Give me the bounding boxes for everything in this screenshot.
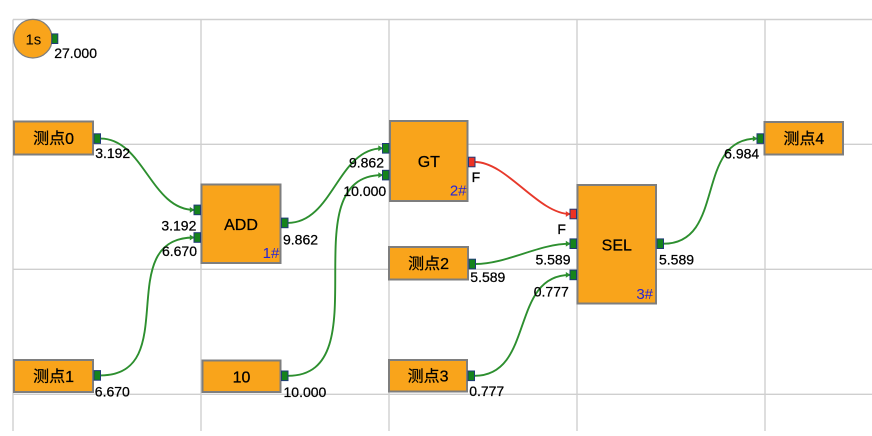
svg-text:SEL: SEL — [602, 237, 632, 254]
svg-text:6.670: 6.670 — [95, 383, 130, 399]
svg-text:5.589: 5.589 — [659, 251, 694, 267]
svg-text:6.670: 6.670 — [162, 243, 197, 259]
svg-text:6.984: 6.984 — [724, 146, 759, 162]
svg-text:0.777: 0.777 — [534, 283, 569, 299]
svg-text:9.862: 9.862 — [283, 232, 318, 248]
svg-text:GT: GT — [418, 154, 440, 171]
svg-text:1#: 1# — [263, 245, 280, 262]
svg-text:3: 3 — [440, 369, 449, 386]
svg-text:10: 10 — [233, 369, 251, 386]
svg-text:2: 2 — [440, 256, 449, 273]
svg-text:9.862: 9.862 — [349, 155, 384, 171]
svg-text:0.777: 0.777 — [469, 383, 504, 399]
svg-text:F: F — [557, 221, 566, 237]
svg-text:3.192: 3.192 — [95, 145, 130, 161]
svg-text:10.000: 10.000 — [284, 384, 327, 400]
svg-text:F: F — [472, 169, 481, 185]
svg-text:3.192: 3.192 — [161, 218, 196, 234]
svg-text:5.589: 5.589 — [470, 269, 505, 285]
svg-text:4: 4 — [815, 131, 824, 148]
svg-text:1: 1 — [65, 369, 74, 386]
svg-text:1s: 1s — [25, 32, 41, 49]
svg-text:3#: 3# — [636, 286, 653, 303]
svg-text:27.000: 27.000 — [54, 45, 97, 61]
svg-text:2#: 2# — [450, 182, 467, 199]
svg-text:10.000: 10.000 — [343, 183, 386, 199]
svg-text:0: 0 — [65, 131, 74, 148]
svg-text:5.589: 5.589 — [535, 251, 570, 267]
svg-text:ADD: ADD — [224, 217, 258, 234]
